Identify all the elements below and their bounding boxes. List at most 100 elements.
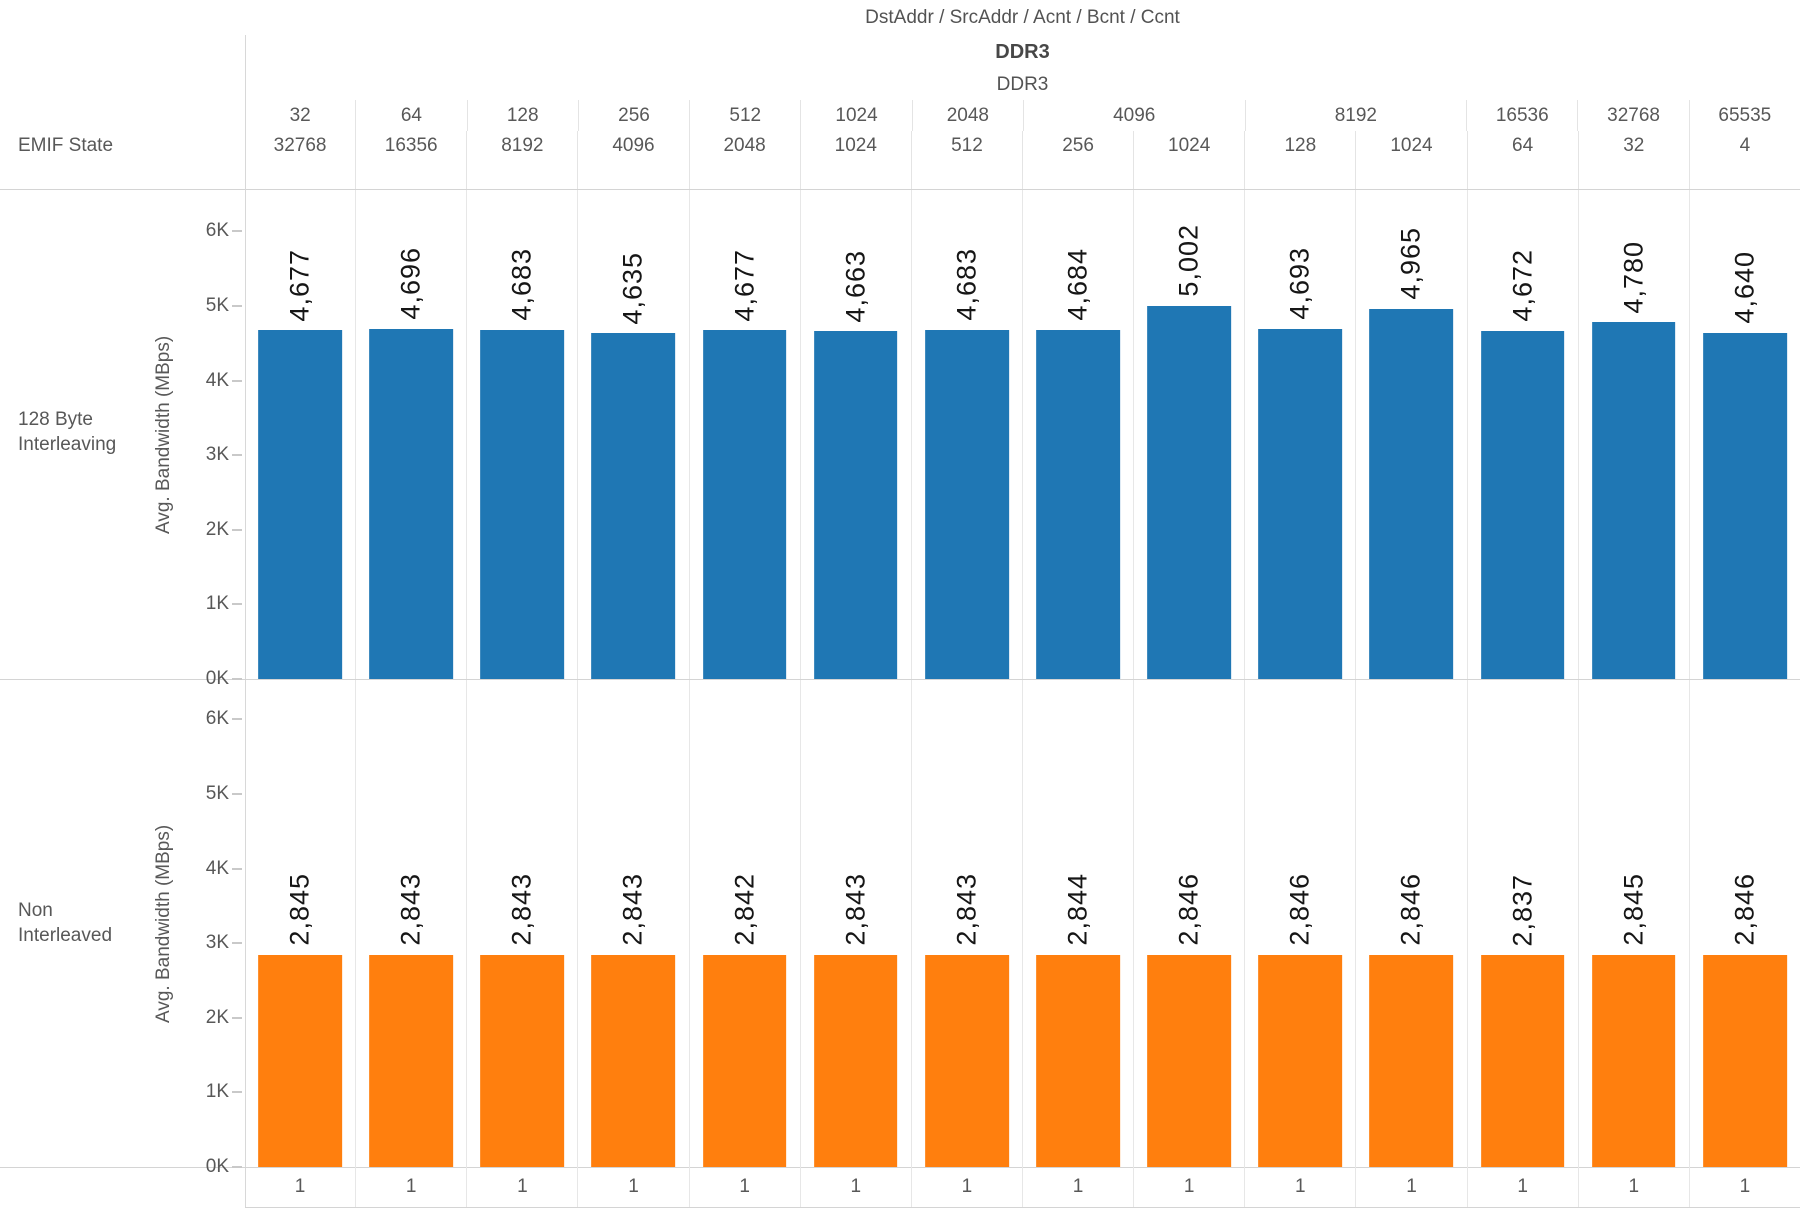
- column-cell: 2,846: [1133, 680, 1244, 1167]
- column-subheader[interactable]: 1024: [1355, 131, 1466, 190]
- bar[interactable]: [1369, 954, 1454, 1167]
- column-group-header[interactable]: 256: [577, 100, 689, 131]
- column-group-header[interactable]: 1024: [800, 100, 911, 131]
- column-group-header[interactable]: 64: [355, 100, 466, 131]
- column-group-header[interactable]: 8192: [1244, 100, 1467, 131]
- bar[interactable]: [1703, 954, 1787, 1167]
- tick-mark: [232, 603, 242, 606]
- row-facet-label-interleaving: 128 Byte Interleaving: [18, 407, 168, 457]
- y-tick-label: 6K: [205, 220, 229, 242]
- column-group-header[interactable]: 512: [689, 100, 800, 131]
- bar[interactable]: [925, 954, 1009, 1167]
- bar[interactable]: [480, 329, 565, 679]
- y-tick-label: 0K: [205, 668, 229, 689]
- column-group-header[interactable]: 65535: [1688, 100, 1800, 131]
- bar[interactable]: [1480, 330, 1565, 679]
- column-subheader[interactable]: 2048: [688, 131, 800, 190]
- column-group-header[interactable]: 16536: [1466, 100, 1577, 131]
- column-cell: 4,693: [1244, 190, 1355, 679]
- fields-title: DstAddr / SrcAddr / Acnt / Bcnt / Ccnt: [865, 7, 1180, 28]
- x-axis-tick-label: 1: [1021, 1167, 1133, 1207]
- column-subheader[interactable]: 32768: [273, 135, 327, 156]
- column-subheader[interactable]: 4: [1688, 131, 1800, 190]
- bar[interactable]: [1369, 308, 1454, 679]
- bar[interactable]: [1147, 954, 1232, 1167]
- bar-value-label: 4,640: [1729, 251, 1760, 324]
- x-axis-tick-label: 1: [1577, 1167, 1689, 1207]
- column-group-header[interactable]: 32: [289, 105, 311, 126]
- bar-value-label: 4,780: [1618, 240, 1649, 314]
- bar[interactable]: [1703, 332, 1787, 679]
- column-subheader[interactable]: 32: [1577, 131, 1689, 190]
- bar[interactable]: [1591, 954, 1676, 1167]
- plot-area-top: 4,677 4,696 4,683 4,635 4,677 4,663 4,68…: [245, 190, 1800, 679]
- column-cell: 2,846: [1355, 680, 1466, 1167]
- bar[interactable]: [369, 954, 454, 1167]
- row-facet-label-line1: 128 Byte: [18, 409, 93, 430]
- bar[interactable]: [369, 328, 454, 679]
- tick-mark: [232, 867, 242, 870]
- row-facet-label-non-interleaved: Non Interleaved: [18, 898, 168, 948]
- y-tick-label: 1K: [205, 593, 229, 615]
- bar[interactable]: [702, 955, 787, 1167]
- column-cell: 2,843: [355, 680, 466, 1167]
- column-subheader[interactable]: 512: [910, 131, 1022, 190]
- y-tick-label: 5K: [205, 295, 229, 316]
- column-cell: 4,640: [1688, 190, 1800, 679]
- column-group-header[interactable]: 4096: [1022, 100, 1245, 131]
- bar-value-label: 4,684: [1062, 248, 1093, 321]
- column-cell: 2,842: [688, 680, 800, 1167]
- column-subheader[interactable]: 4096: [577, 131, 688, 190]
- bar[interactable]: [258, 954, 342, 1167]
- bar[interactable]: [1591, 322, 1676, 679]
- column-cell: 2,844: [1021, 680, 1133, 1167]
- bar-value-label: 4,696: [395, 247, 426, 320]
- column-cell: 2,843: [577, 680, 688, 1167]
- column-subheader[interactable]: 8192: [466, 131, 577, 190]
- bar[interactable]: [1258, 328, 1343, 679]
- bar[interactable]: [1480, 955, 1565, 1167]
- plot-area-bottom: 2,845 2,843 2,843 2,843 2,842 2,843 2,84…: [245, 680, 1800, 1167]
- x-axis-tick-label: 1: [294, 1176, 306, 1197]
- x-axis-tick-label: 1: [577, 1167, 688, 1207]
- bar[interactable]: [1036, 329, 1120, 679]
- bar[interactable]: [258, 330, 342, 679]
- row-facet-label-line2: Interleaved: [18, 925, 113, 946]
- bar[interactable]: [702, 330, 787, 679]
- column-cell: 4,780: [1577, 190, 1689, 679]
- column-cell: 2,846: [1688, 680, 1800, 1167]
- column-group-header[interactable]: 32768: [1577, 100, 1688, 131]
- column-cell: 2,845: [245, 680, 355, 1167]
- column-cell: 2,846: [1244, 680, 1355, 1167]
- column-cell: 4,672: [1466, 190, 1578, 679]
- bar[interactable]: [1036, 954, 1120, 1167]
- bar-value-label: 2,846: [1395, 873, 1426, 946]
- row-facet-label-line2: Interleaving: [18, 434, 117, 455]
- x-axis-tick-label: 1: [1688, 1167, 1800, 1207]
- column-subheader[interactable]: 64: [1466, 131, 1578, 190]
- bar-value-label: 2,842: [729, 873, 760, 946]
- tick-mark: [232, 528, 242, 531]
- column-subheader[interactable]: 16356: [355, 131, 466, 190]
- column-subheader[interactable]: 256: [1021, 131, 1133, 190]
- bar[interactable]: [1147, 305, 1232, 679]
- column-subheader[interactable]: 1024: [799, 131, 911, 190]
- column-subheader[interactable]: 128: [1244, 131, 1355, 190]
- y-axis-title: Avg. Bandwidth (MBps): [153, 335, 174, 534]
- bar[interactable]: [813, 331, 898, 679]
- bar[interactable]: [813, 954, 898, 1167]
- bar[interactable]: [591, 333, 676, 679]
- row-facet-label-line1: Non: [18, 900, 53, 921]
- x-axis-row: 1 1 1 1 1 1 1 1 1 1 1 1 1 1: [245, 1167, 1800, 1208]
- column-subheader[interactable]: 1024: [1133, 131, 1244, 190]
- tick-mark: [232, 793, 242, 795]
- bar[interactable]: [925, 329, 1009, 679]
- tick-mark: [232, 379, 242, 382]
- column-group-header[interactable]: 2048: [911, 100, 1023, 131]
- bar[interactable]: [1258, 954, 1343, 1167]
- y-tick-label: 0K: [205, 1156, 229, 1177]
- column-group-header[interactable]: 128: [466, 100, 578, 131]
- bar[interactable]: [480, 954, 565, 1167]
- bar[interactable]: [591, 954, 676, 1167]
